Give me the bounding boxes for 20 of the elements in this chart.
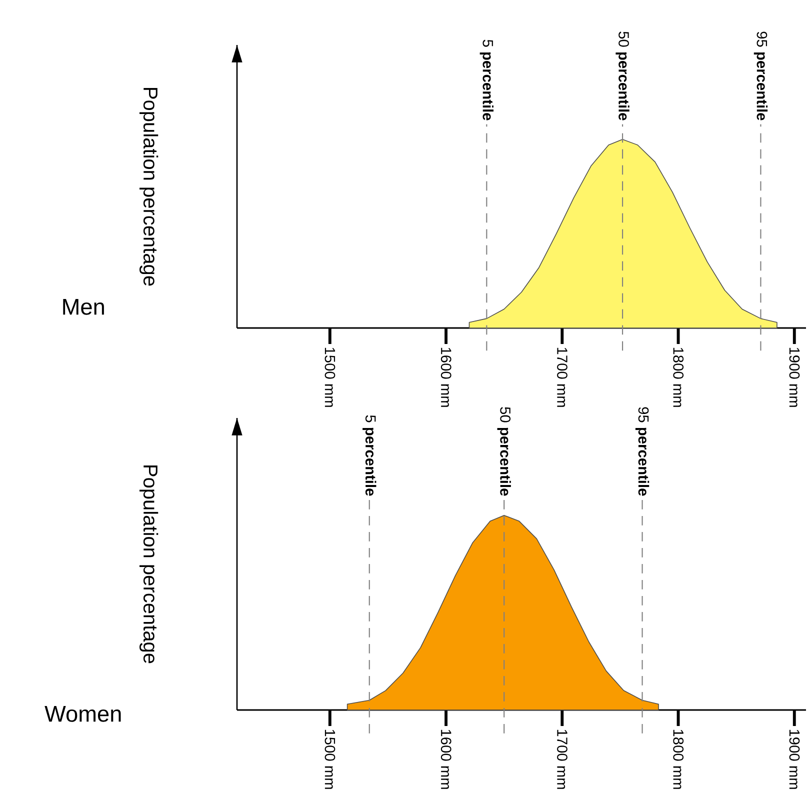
x-tick-label: 1700 mm xyxy=(557,730,568,789)
x-tick-label: 1500 mm xyxy=(324,730,336,789)
x-tick-label: 1600 mm xyxy=(440,348,452,407)
x-tick-label: 1900 mm xyxy=(789,348,800,407)
ref-line-label: 95 percentile xyxy=(635,407,650,496)
x-tick-label: 1600 mm xyxy=(440,730,452,789)
x-tick-label: 1800 mm xyxy=(673,730,684,789)
x-tick-label: 1900 mm xyxy=(789,730,800,789)
ref-line-label: 5 percentile xyxy=(362,415,376,496)
ref-line-label: 5 percentile xyxy=(480,40,494,120)
x-tick-label: 1500 mm xyxy=(324,348,336,407)
x-tick-label: 1700 mm xyxy=(557,348,568,407)
x-tick-label: 1800 mm xyxy=(673,348,684,407)
ref-line-label: 50 percentile xyxy=(616,32,630,120)
ref-line-label: 95 percentile xyxy=(754,32,768,120)
y-axis-title: Population percentage xyxy=(139,88,158,286)
y-axis-title: Population percentage xyxy=(139,466,158,664)
text: Men xyxy=(63,299,104,315)
text: Women xyxy=(44,706,121,722)
ref-line-label: 50 percentile xyxy=(497,407,511,496)
